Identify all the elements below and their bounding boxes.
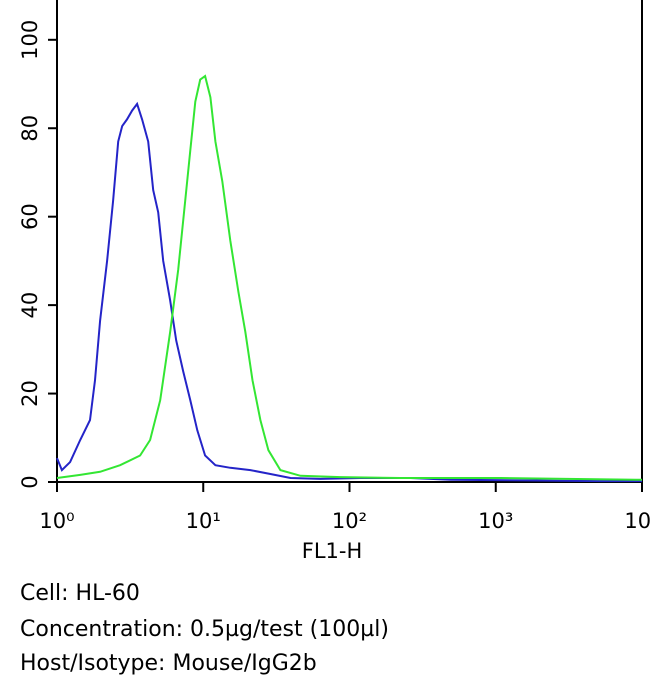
caption-line: Cell: HL-60: [20, 581, 140, 606]
y-tick-label: 0: [18, 475, 42, 488]
x-tick-label: 10⁰: [39, 509, 74, 533]
x-tick-label: 10⁴: [624, 509, 650, 533]
y-tick-label: 80: [18, 115, 42, 142]
x-tick-label: 10¹: [186, 509, 221, 533]
y-tick-label: 20: [18, 380, 42, 407]
caption-line: Concentration: 0.5µg/test (100µl): [20, 617, 389, 642]
x-tick-label: 10³: [478, 509, 513, 533]
x-tick-label: 10²: [332, 509, 367, 533]
plot-frame: [56, 0, 643, 483]
y-tick-label: 60: [18, 203, 42, 230]
x-axis-label: FL1-H: [302, 539, 363, 563]
caption-line: Host/Isotype: Mouse/IgG2b: [20, 651, 317, 676]
y-tick-label: 40: [18, 292, 42, 319]
histogram-line: [56, 101, 642, 483]
y-tick-label: 100: [18, 20, 42, 60]
histogram-line: [56, 74, 643, 481]
